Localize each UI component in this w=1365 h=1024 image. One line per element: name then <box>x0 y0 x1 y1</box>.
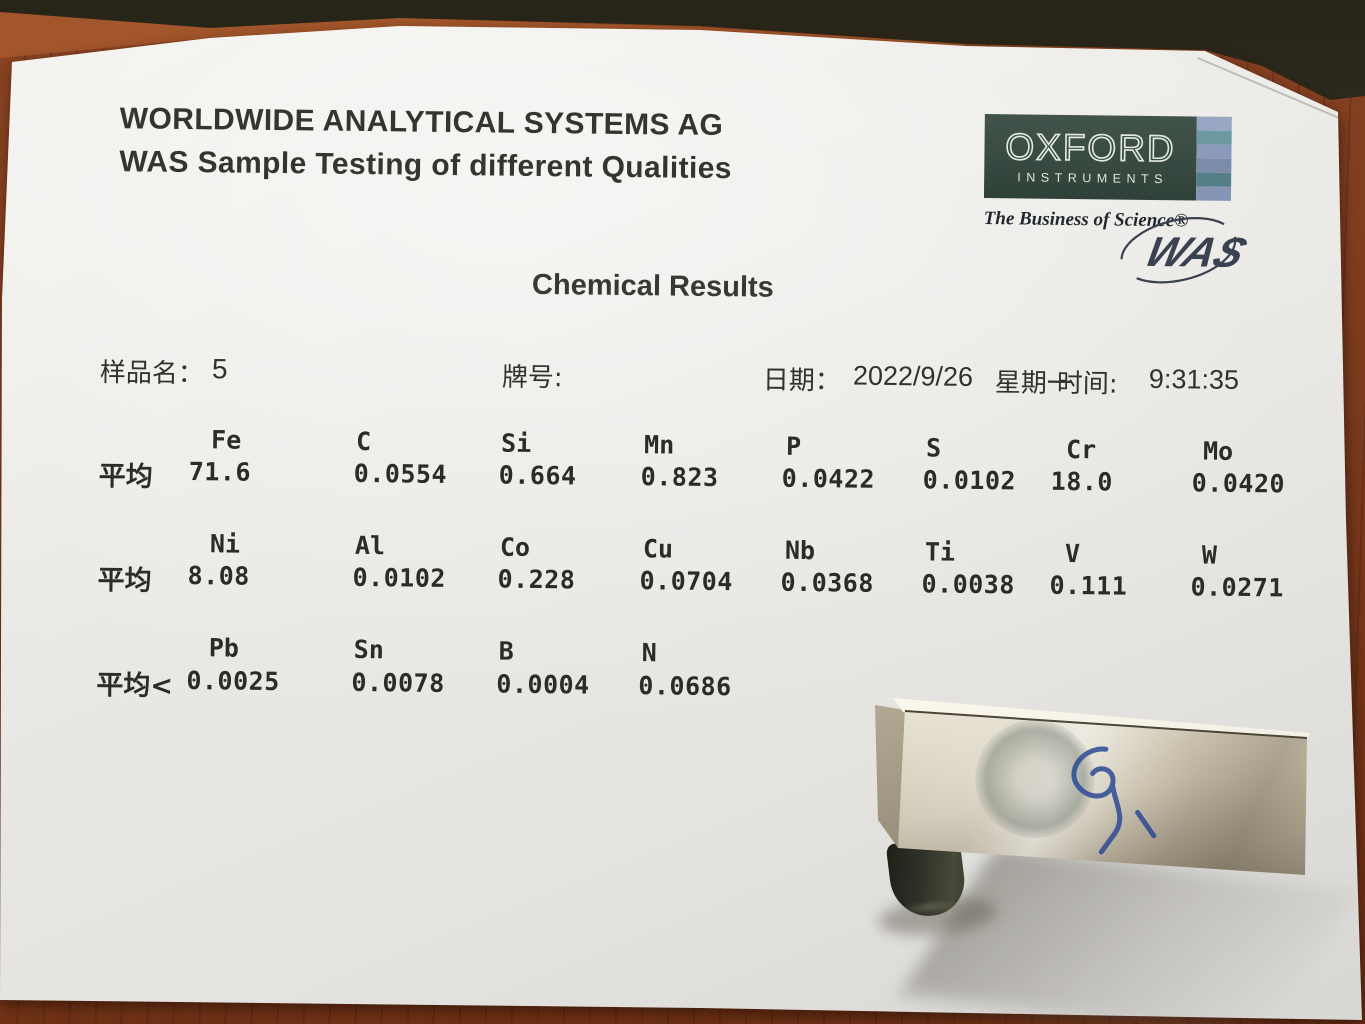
element-symbol: B <box>498 636 515 666</box>
element-symbol: Nb <box>784 535 816 566</box>
element-symbol: N <box>641 638 657 668</box>
sample-name-value: 5 <box>211 353 228 385</box>
element-symbol: Co <box>499 532 531 562</box>
element-symbol: Si <box>500 428 532 458</box>
element-symbol: Cr <box>1065 434 1097 465</box>
row-average-label: 平均 <box>98 461 153 493</box>
element-value: 0.664 <box>498 460 577 491</box>
row-average-label: 平均 <box>97 565 152 597</box>
date-label: 日期： <box>762 365 842 397</box>
oxford-instruments-logo: OXFORD INSTRUMENTS <box>983 114 1197 201</box>
element-value: 0.0078 <box>351 667 445 698</box>
element-symbol: C <box>355 426 372 457</box>
element-symbol: Ti <box>924 537 956 567</box>
page-title: Chemical Results <box>531 268 774 304</box>
element-symbol: Pb <box>208 633 240 663</box>
element-value: 0.0420 <box>1191 468 1286 499</box>
sample-handwritten-mark <box>1071 746 1157 855</box>
element-value: 0.0271 <box>1190 572 1285 603</box>
element-symbol: W <box>1201 540 1218 570</box>
element-value: 0.0422 <box>781 463 876 494</box>
element-symbol: P <box>785 431 802 461</box>
company-name: WORLDWIDE ANALYTICAL SYSTEMS AG <box>119 102 724 143</box>
date-value: 2022/9/26 <box>852 360 974 392</box>
element-symbol: Ni <box>209 529 241 559</box>
element-value: 0.0554 <box>353 458 448 489</box>
element-symbol: Mn <box>643 430 675 460</box>
element-value: 8.08 <box>187 561 250 591</box>
metal-sample-block <box>865 695 1325 925</box>
element-symbol: Sn <box>353 634 385 665</box>
time-value: 9:31:35 <box>1148 363 1240 395</box>
element-value: 18.0 <box>1050 466 1114 497</box>
element-symbol: Al <box>354 530 386 561</box>
was-logo-mark-icon: WAS <box>1120 217 1253 284</box>
element-value: 0.0704 <box>639 566 734 597</box>
grade-label: 牌号: <box>501 362 563 394</box>
element-value: 0.0368 <box>780 567 875 598</box>
element-value: 71.6 <box>188 457 252 487</box>
report-subtitle: WAS Sample Testing of different Qualitie… <box>119 145 733 186</box>
was-mark-letters: WAS <box>1138 229 1253 277</box>
element-value: 0.0004 <box>496 669 590 700</box>
row-average-lt-label: 平均< <box>96 669 174 702</box>
oxford-logo-wordmark: OXFORD <box>1004 125 1176 170</box>
sample-name-label: 样品名： <box>99 358 205 390</box>
oxford-logo-subtext: INSTRUMENTS <box>1017 170 1169 187</box>
element-symbol: S <box>925 433 942 463</box>
sample-info-row: 样品名： 5 牌号: 日期： 2022/9/26 星期一 时间: 9:31:35 <box>100 353 1239 399</box>
element-symbol: Mo <box>1202 436 1234 466</box>
element-value: 0.823 <box>640 462 719 493</box>
element-value: 0.0686 <box>638 671 732 702</box>
element-value: 0.0102 <box>922 465 1017 496</box>
time-label: 时间: <box>1056 368 1118 400</box>
element-value: 0.0025 <box>186 666 280 697</box>
element-value: 0.111 <box>1049 570 1128 601</box>
element-value: 0.0038 <box>921 569 1016 600</box>
element-symbol: Cu <box>642 534 674 564</box>
element-value: 0.0102 <box>352 562 447 593</box>
element-symbol: Fe <box>210 425 242 455</box>
logo-color-strip <box>1195 116 1232 201</box>
element-symbol: V <box>1064 538 1081 569</box>
element-value: 0.228 <box>497 564 576 595</box>
